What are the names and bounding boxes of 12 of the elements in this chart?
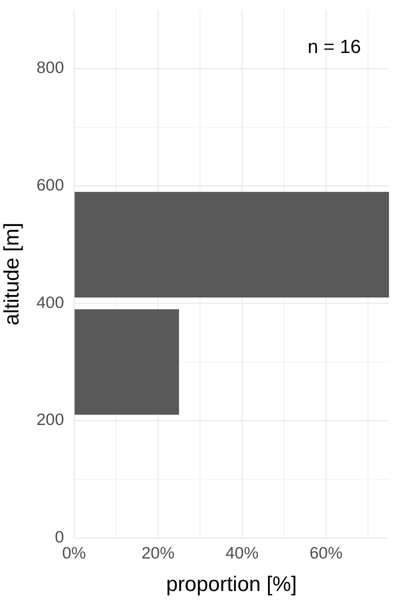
y-tick-label: 0 xyxy=(54,528,64,547)
y-tick-label: 400 xyxy=(36,294,64,312)
y-tick-label: 600 xyxy=(36,176,64,195)
x-axis-title: proportion [%] xyxy=(166,573,297,596)
y-axis-title: altitude [m] xyxy=(0,222,24,326)
annotation: n = 16 xyxy=(308,37,361,58)
x-tick-label: 20% xyxy=(141,544,175,562)
x-tick-label: 0% xyxy=(62,544,86,562)
x-tick-label: 60% xyxy=(309,544,343,562)
x-tick-label: 40% xyxy=(225,544,259,562)
y-tick-label: 200 xyxy=(36,411,64,430)
y-tick-label: 800 xyxy=(36,59,64,78)
